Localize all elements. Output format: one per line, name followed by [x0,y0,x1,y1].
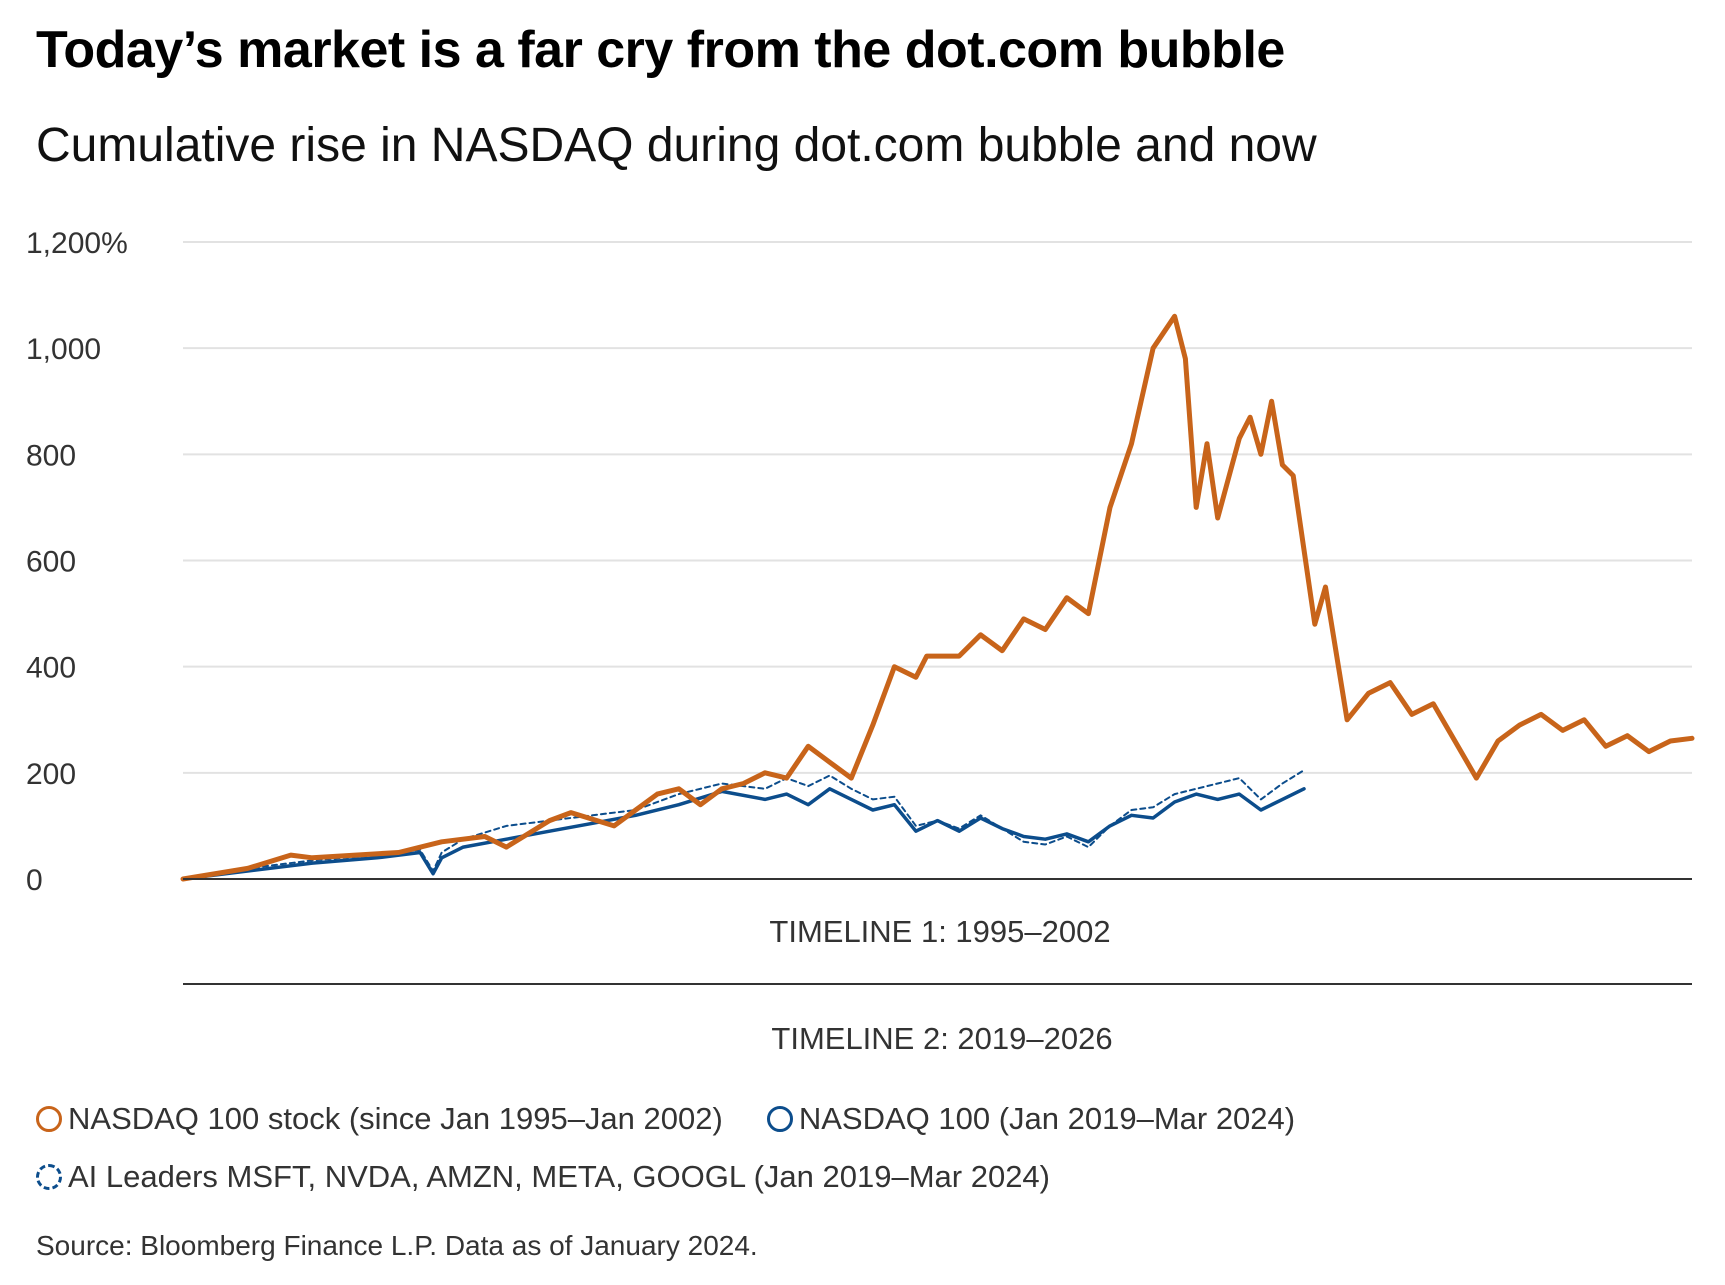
y-tick-label: 0 [26,864,43,897]
y-tick-label: 800 [26,439,76,472]
chart-title: Today’s market is a far cry from the dot… [36,21,1285,79]
y-tick-label: 600 [26,546,76,579]
legend-item-ai-leaders: AI Leaders MSFT, NVDA, AMZN, META, GOOGL… [36,1159,1050,1195]
orange-circle-icon [36,1106,62,1132]
y-tick-label: 400 [26,652,76,685]
x-axes: TIMELINE 1: 1995–2002 TIMELINE 2: 2019–20… [183,878,1692,1056]
legend-item-nasdaq-2019: NASDAQ 100 (Jan 2019–Mar 2024) [766,1101,1296,1137]
y-tick-label: 200 [26,758,76,791]
timeline-2-label: TIMELINE 2: 2019–2026 [771,1021,1112,1056]
series-line-ai-leaders [182,769,1305,880]
grid-lines [183,241,1692,774]
legend-row-1: NASDAQ 100 stock (since Jan 1995–Jan 200… [36,1090,1339,1148]
source-note: Source: Bloomberg Finance L.P. Data as o… [36,1230,758,1261]
line-chart: 0 200 400 600 800 1,000 1,200% TIMELINE 1: 199… [26,227,1695,1056]
timeline-1-label: TIMELINE 1: 1995–2002 [769,914,1110,949]
y-axis-tick-labels: 0 200 400 600 800 1,000 1,200% [26,227,128,897]
y-tick-label: 1,000 [26,333,101,366]
y-tick-label: 1,200% [26,227,128,260]
series-line-nasdaq-1995-2002 [180,313,1695,882]
blue-circle-icon [766,1106,793,1132]
legend-item-nasdaq-1995: NASDAQ 100 stock (since Jan 1995–Jan 200… [36,1101,723,1137]
legend-row-2: AI Leaders MSFT, NVDA, AMZN, META, GOOGL… [36,1148,1339,1206]
legend-label-nasdaq-1995: NASDAQ 100 stock (since Jan 1995–Jan 200… [68,1101,723,1136]
legend-label-ai-leaders: AI Leaders MSFT, NVDA, AMZN, META, GOOGL… [68,1159,1050,1194]
chart-subtitle: Cumulative rise in NASDAQ during dot.com… [36,119,1317,172]
legend: NASDAQ 100 stock (since Jan 1995–Jan 200… [36,1090,1339,1206]
series-line-nasdaq-2019-2024 [181,787,1306,881]
legend-label-nasdaq-2019: NASDAQ 100 (Jan 2019–Mar 2024) [798,1101,1296,1136]
blue-dashed-circle-icon [36,1164,62,1190]
series-lines [180,313,1695,882]
